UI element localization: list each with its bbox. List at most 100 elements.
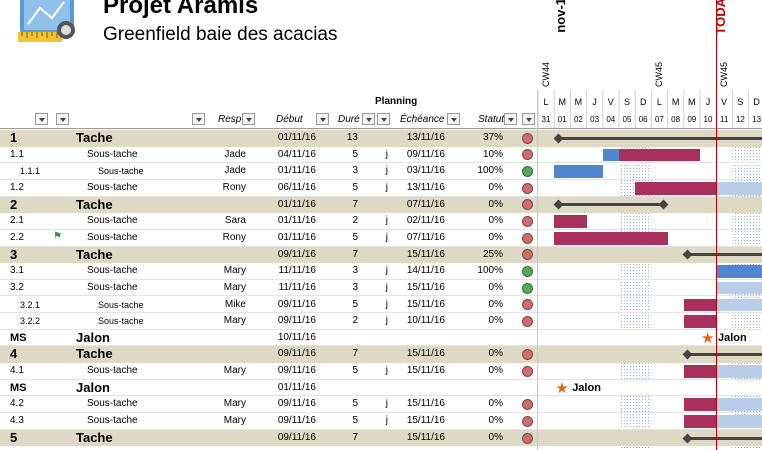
row-number: 4.1	[10, 365, 24, 377]
filter-resp-button[interactable]	[242, 113, 255, 125]
milestone-label: Jalon	[572, 381, 601, 394]
filter-num-button[interactable]	[35, 113, 48, 125]
start-date: 01/11/16	[277, 165, 316, 177]
subtask-row[interactable]: 4.3 Sous-tache Mary 09/11/16 5 j 15/11/16 0%	[0, 413, 762, 430]
gantt-summary-bar[interactable]	[687, 353, 762, 357]
start-date: 06/11/16	[277, 181, 316, 193]
gantt-summary-bar[interactable]	[687, 436, 762, 440]
responsible: Rony	[222, 181, 246, 193]
gantt-planned-bar[interactable]	[554, 231, 668, 245]
gantt-planned-bar[interactable]	[683, 415, 717, 428]
duration: 7	[352, 198, 358, 210]
subtask-row[interactable]: 3.1 Sous-tache Mary 11/11/16 3 j 14/11/16 100%	[0, 263, 762, 280]
filter-echeance-button[interactable]	[447, 113, 460, 125]
day-number: 31	[541, 115, 551, 124]
subtask-row[interactable]: 3.2 Sous-tache Mary 11/11/16 3 j 15/11/16 0%	[0, 280, 762, 297]
filter-debut-button[interactable]	[316, 113, 329, 125]
subtask-row[interactable]: 1.2 Sous-tache Rony 06/11/16 5 j 13/11/16 0%	[0, 180, 762, 197]
flag-icon: ⚑	[53, 230, 62, 242]
gantt-future-bar[interactable]	[716, 181, 762, 195]
subtask-row[interactable]: 1.1.1 Sous-tache Jade 01/11/16 3 j 03/11/16 100…	[0, 163, 762, 180]
gantt-done-bar[interactable]	[716, 265, 762, 278]
duration: 5	[352, 181, 358, 193]
gantt-planned-bar[interactable]	[683, 298, 717, 312]
percent-complete: 0%	[488, 431, 503, 443]
subtask-row[interactable]: 4.1 Sous-tache Mary 09/11/16 5 j 15/11/16 0%	[0, 363, 762, 380]
filter-statut-button[interactable]	[504, 113, 517, 125]
subtask-row[interactable]: 2.1 Sous-tache Sara 01/11/16 2 j 02/11/16 0%	[0, 213, 762, 230]
subtask-row[interactable]: 4.2 Sous-tache Mary 09/11/16 5 j 15/11/16 0%	[0, 396, 762, 414]
day-number: 07	[654, 115, 664, 124]
filter-duree-button[interactable]	[362, 113, 375, 125]
duration-unit: j	[385, 365, 388, 377]
filter-name-button[interactable]	[56, 113, 69, 125]
start-date: 04/11/16	[277, 148, 316, 160]
duration: 5	[352, 415, 358, 427]
task-group-row[interactable]: 5 Tache 09/11/16 7 15/11/16 0%	[0, 429, 762, 447]
milestone-row[interactable]: MS Jalon 10/11/16	[0, 329, 762, 347]
responsible: Mary	[223, 415, 246, 427]
task-name: Sous-tache	[87, 365, 138, 377]
day-letter: M	[574, 97, 583, 107]
task-group-row[interactable]: 3 Tache 09/11/16 7 15/11/16 25%	[0, 246, 762, 264]
task-group-row[interactable]: 2 Tache 01/11/16 7 07/11/16 0%	[0, 196, 762, 214]
row-number: 2.1	[10, 215, 24, 227]
due-date: 09/11/16	[406, 148, 445, 160]
gantt-planned-bar[interactable]	[683, 365, 717, 378]
duration-unit: j	[385, 165, 388, 177]
filter-indicator-button[interactable]	[522, 113, 535, 125]
day-number: 12	[735, 115, 745, 124]
gantt-planned-bar[interactable]	[554, 215, 587, 228]
due-date: 13/11/16	[406, 181, 445, 193]
start-date: 01/11/16	[277, 381, 316, 393]
day-number: 06	[638, 115, 648, 124]
subtask-row[interactable]: 1.1 Sous-tache Jade 04/11/16 5 j 09/11/16 10%	[0, 147, 762, 164]
duration-unit: j	[385, 398, 388, 410]
gantt-done-bar[interactable]	[554, 165, 603, 178]
milestone-star-icon[interactable]: ★	[701, 329, 715, 347]
row-number: 4.2	[10, 398, 24, 410]
duration: 3	[352, 265, 358, 277]
subtask-row[interactable]: 3.2.2 Sous-tache Mary 09/11/16 2 j 10/11/16 0%	[0, 313, 762, 330]
task-group-row[interactable]: 4 Tache 09/11/16 7 15/11/16 0%	[0, 346, 762, 364]
filter-unit-button[interactable]	[377, 113, 390, 125]
day-number: 13	[752, 115, 762, 124]
row-number: 1.2	[10, 181, 24, 193]
gantt-future-bar[interactable]	[716, 398, 762, 412]
milestone-star-icon[interactable]: ★	[555, 379, 569, 397]
gantt-summary-bar[interactable]	[558, 136, 762, 140]
day-number: 02	[573, 115, 583, 124]
percent-complete: 0%	[488, 281, 503, 293]
row-number: 2	[10, 196, 18, 212]
day-letter: D	[639, 97, 647, 107]
due-date: 15/11/16	[406, 348, 445, 360]
gantt-summary-bar[interactable]	[687, 253, 762, 257]
percent-complete: 25%	[482, 248, 503, 260]
task-group-row[interactable]: 1 Tache 01/11/16 13 13/11/16 37%	[0, 130, 762, 147]
gantt-summary-bar[interactable]	[558, 203, 664, 207]
subtask-row[interactable]: 2.2 Sous-tache Rony 01/11/16 5 j 07/11/16 0% ⚑	[0, 230, 762, 247]
row-number: MS	[10, 381, 27, 394]
gantt-future-bar[interactable]	[716, 281, 762, 295]
task-name: Sous-tache	[98, 166, 144, 177]
gantt-planned-bar[interactable]	[683, 315, 717, 328]
gantt-future-bar[interactable]	[716, 415, 762, 428]
duree-header: Duré	[338, 114, 360, 125]
day-letter: M	[688, 97, 696, 107]
start-date: 01/11/16	[277, 132, 316, 143]
gantt-future-bar[interactable]	[716, 365, 762, 378]
status-indicator-icon	[522, 249, 533, 261]
percent-complete: 0%	[488, 348, 503, 360]
gantt-planned-bar[interactable]	[619, 148, 700, 162]
due-date: 15/11/16	[406, 298, 445, 310]
milestone-row[interactable]: MS Jalon 01/11/16	[0, 379, 762, 397]
gantt-planned-bar[interactable]	[635, 181, 717, 195]
filter-col-button[interactable]	[192, 113, 205, 125]
task-name: Sous-tache	[87, 281, 138, 293]
responsible: Jade	[224, 165, 246, 177]
gantt-future-bar[interactable]	[716, 298, 762, 312]
percent-complete: 0%	[488, 231, 503, 243]
gantt-planned-bar[interactable]	[683, 398, 717, 412]
subtask-row[interactable]: 3.2.1 Sous-tache Mike 09/11/16 5 j 15/11/16 0%	[0, 297, 762, 314]
percent-complete: 0%	[488, 215, 503, 227]
